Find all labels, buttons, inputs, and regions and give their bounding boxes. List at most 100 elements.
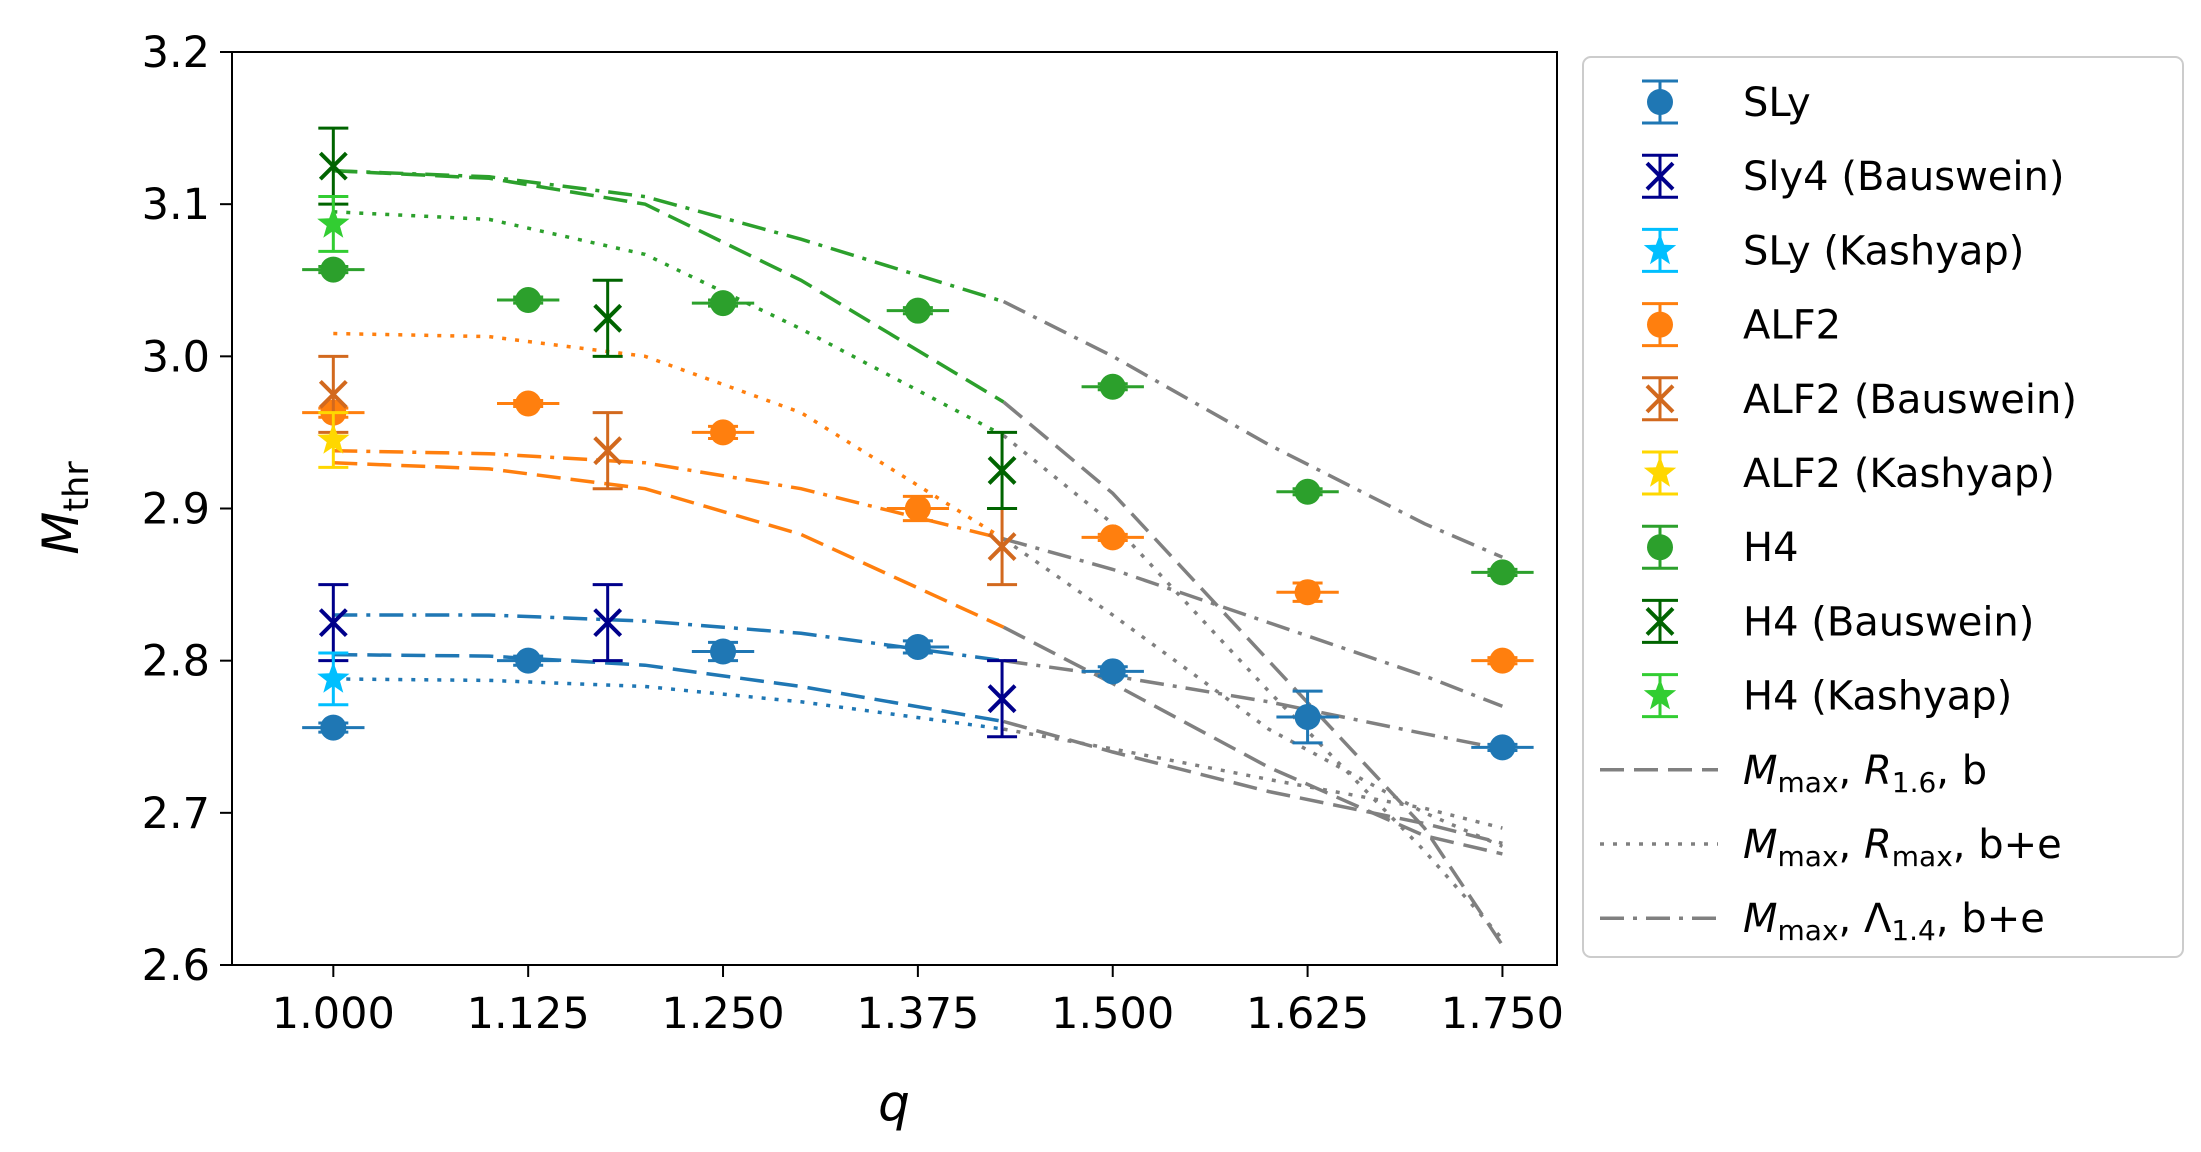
- legend-marker: [1643, 456, 1677, 487]
- data-point-sly4-bauswein: [318, 583, 349, 663]
- y-tick-label: 2.7: [142, 789, 210, 839]
- legend-label: Mmax, Λ1.4, b+e: [1743, 896, 2045, 947]
- x-tick-label: 1.250: [661, 989, 784, 1039]
- data-point-alf2-bauswein: [592, 411, 623, 491]
- point-marker: [904, 297, 931, 324]
- point-marker: [987, 532, 1017, 561]
- data-point-alf2: [691, 419, 755, 446]
- point-marker: [987, 456, 1017, 485]
- x-tick-label: 1.125: [467, 989, 590, 1039]
- legend-entry: Sly4 (Bauswein): [1642, 153, 2064, 200]
- fit-curve-h4-dashdot: [333, 168, 1005, 304]
- legend-label-part: ,: [1839, 896, 1864, 942]
- point-marker: [515, 390, 542, 417]
- legend-label-part: R: [1864, 748, 1892, 794]
- fit-curve-sly-dotted: [333, 677, 1004, 731]
- point-marker: [318, 608, 348, 638]
- data-point-h4-bauswein: [987, 430, 1018, 510]
- point-marker: [317, 661, 350, 693]
- legend-entry: H4 (Bauswein): [1642, 598, 2034, 645]
- legend-label: Mmax, Rmax, b+e: [1743, 822, 2062, 873]
- data-point-alf2: [1081, 524, 1144, 551]
- x-tick-label: 1.000: [272, 989, 395, 1039]
- point-marker: [593, 303, 623, 333]
- fit-curve-sly-dashed-extrapolated: [1003, 719, 1503, 845]
- x-ticks: 1.000 1.125 1.250 1.375 1.500 1.625 1.750: [272, 965, 1564, 1039]
- point-marker: [710, 290, 737, 317]
- legend-marker: [1645, 384, 1675, 414]
- legend-marker: [1647, 311, 1673, 338]
- point-marker: [1099, 524, 1126, 551]
- fit-curve-h4-dotted: [333, 210, 1005, 438]
- data-point-h4: [302, 256, 365, 283]
- legend-entry: Mmax, Λ1.4, b+e: [1600, 896, 2045, 947]
- legend-label: H4 (Kashyap): [1743, 674, 2012, 720]
- data-point-h4: [1081, 373, 1144, 400]
- data-point-sly: [1081, 658, 1144, 685]
- legend-marker: [1643, 678, 1677, 710]
- point-marker: [904, 495, 931, 522]
- legend-label: ALF2: [1743, 303, 1841, 349]
- point-marker: [987, 684, 1017, 714]
- data-point-h4: [691, 290, 755, 317]
- legend-label: SLy: [1743, 80, 1811, 126]
- legend-label: H4 (Bauswein): [1743, 599, 2034, 645]
- data-point-h4: [1471, 559, 1534, 586]
- legend-label-part: R: [1864, 822, 1892, 868]
- x-tick-label: 1.375: [856, 989, 979, 1039]
- point-marker: [1294, 478, 1321, 505]
- x-axis-label: q: [878, 1074, 910, 1132]
- point-marker: [710, 638, 737, 665]
- legend-label-part: M: [1743, 748, 1778, 794]
- fit-curve-alf2-dotted: [333, 331, 1005, 541]
- point-marker: [904, 633, 931, 660]
- point-marker: [1489, 734, 1516, 761]
- legend-label-part: max: [1778, 914, 1839, 947]
- legend-entry: ALF2: [1642, 302, 1841, 349]
- legend-marker: [1647, 534, 1673, 561]
- data-point-h4: [1276, 478, 1339, 505]
- legend-label-part: ,: [1839, 822, 1864, 868]
- point-marker: [1489, 559, 1516, 586]
- data-point-alf2: [886, 494, 950, 523]
- y-axis-label: Mthr: [32, 461, 97, 555]
- fit-curve-h4-dashed-extrapolated: [1002, 400, 1504, 947]
- y-tick-label: 2.8: [142, 637, 210, 687]
- legend-label-part: ,: [1839, 748, 1864, 794]
- legend-entry: H4: [1642, 524, 1799, 571]
- legend-label-part: , b: [1936, 748, 1987, 794]
- fit-curve-alf2-dashed: [333, 461, 1005, 629]
- legend-entry: Mmax, R1.6, b: [1600, 748, 1987, 799]
- point-marker: [1099, 373, 1126, 400]
- data-point-sly4-bauswein: [987, 659, 1018, 739]
- legend-marker: [1647, 89, 1673, 115]
- legend-label-part: 1.6: [1892, 766, 1937, 799]
- point-marker: [593, 436, 623, 466]
- y-tick-label: 3.2: [142, 28, 210, 78]
- x-tick-label: 1.625: [1246, 989, 1369, 1039]
- data-point-sly4-bauswein: [592, 583, 623, 663]
- point-marker: [317, 423, 350, 454]
- legend-marker: [1645, 606, 1675, 636]
- data-point-h4: [497, 287, 560, 314]
- legend-label: Sly4 (Bauswein): [1743, 154, 2064, 200]
- legend-label-part: max: [1892, 840, 1953, 873]
- legend-label-part: Λ: [1864, 896, 1892, 942]
- fit-curve-alf2-dashdot: [333, 448, 1005, 541]
- legend-label: ALF2 (Bauswein): [1743, 377, 2077, 423]
- data-point-sly: [497, 647, 560, 674]
- data-point-h4-bauswein: [592, 278, 623, 358]
- data-point-sly: [1276, 689, 1339, 745]
- y-axis-label-sub: thr: [57, 461, 97, 512]
- points-layer: [302, 126, 1534, 761]
- legend-label-part: , b+e: [1953, 822, 2062, 868]
- legend-entry: Mmax, Rmax, b+e: [1600, 822, 2062, 873]
- legend-entry: ALF2 (Kashyap): [1642, 450, 2055, 497]
- data-point-alf2-kashyap: [317, 411, 350, 469]
- y-tick-label: 3.0: [142, 332, 210, 382]
- legend-entry: SLy (Kashyap): [1642, 227, 2024, 274]
- point-marker: [1489, 647, 1516, 674]
- data-point-alf2: [1471, 647, 1534, 674]
- legend-marker: [1645, 161, 1675, 191]
